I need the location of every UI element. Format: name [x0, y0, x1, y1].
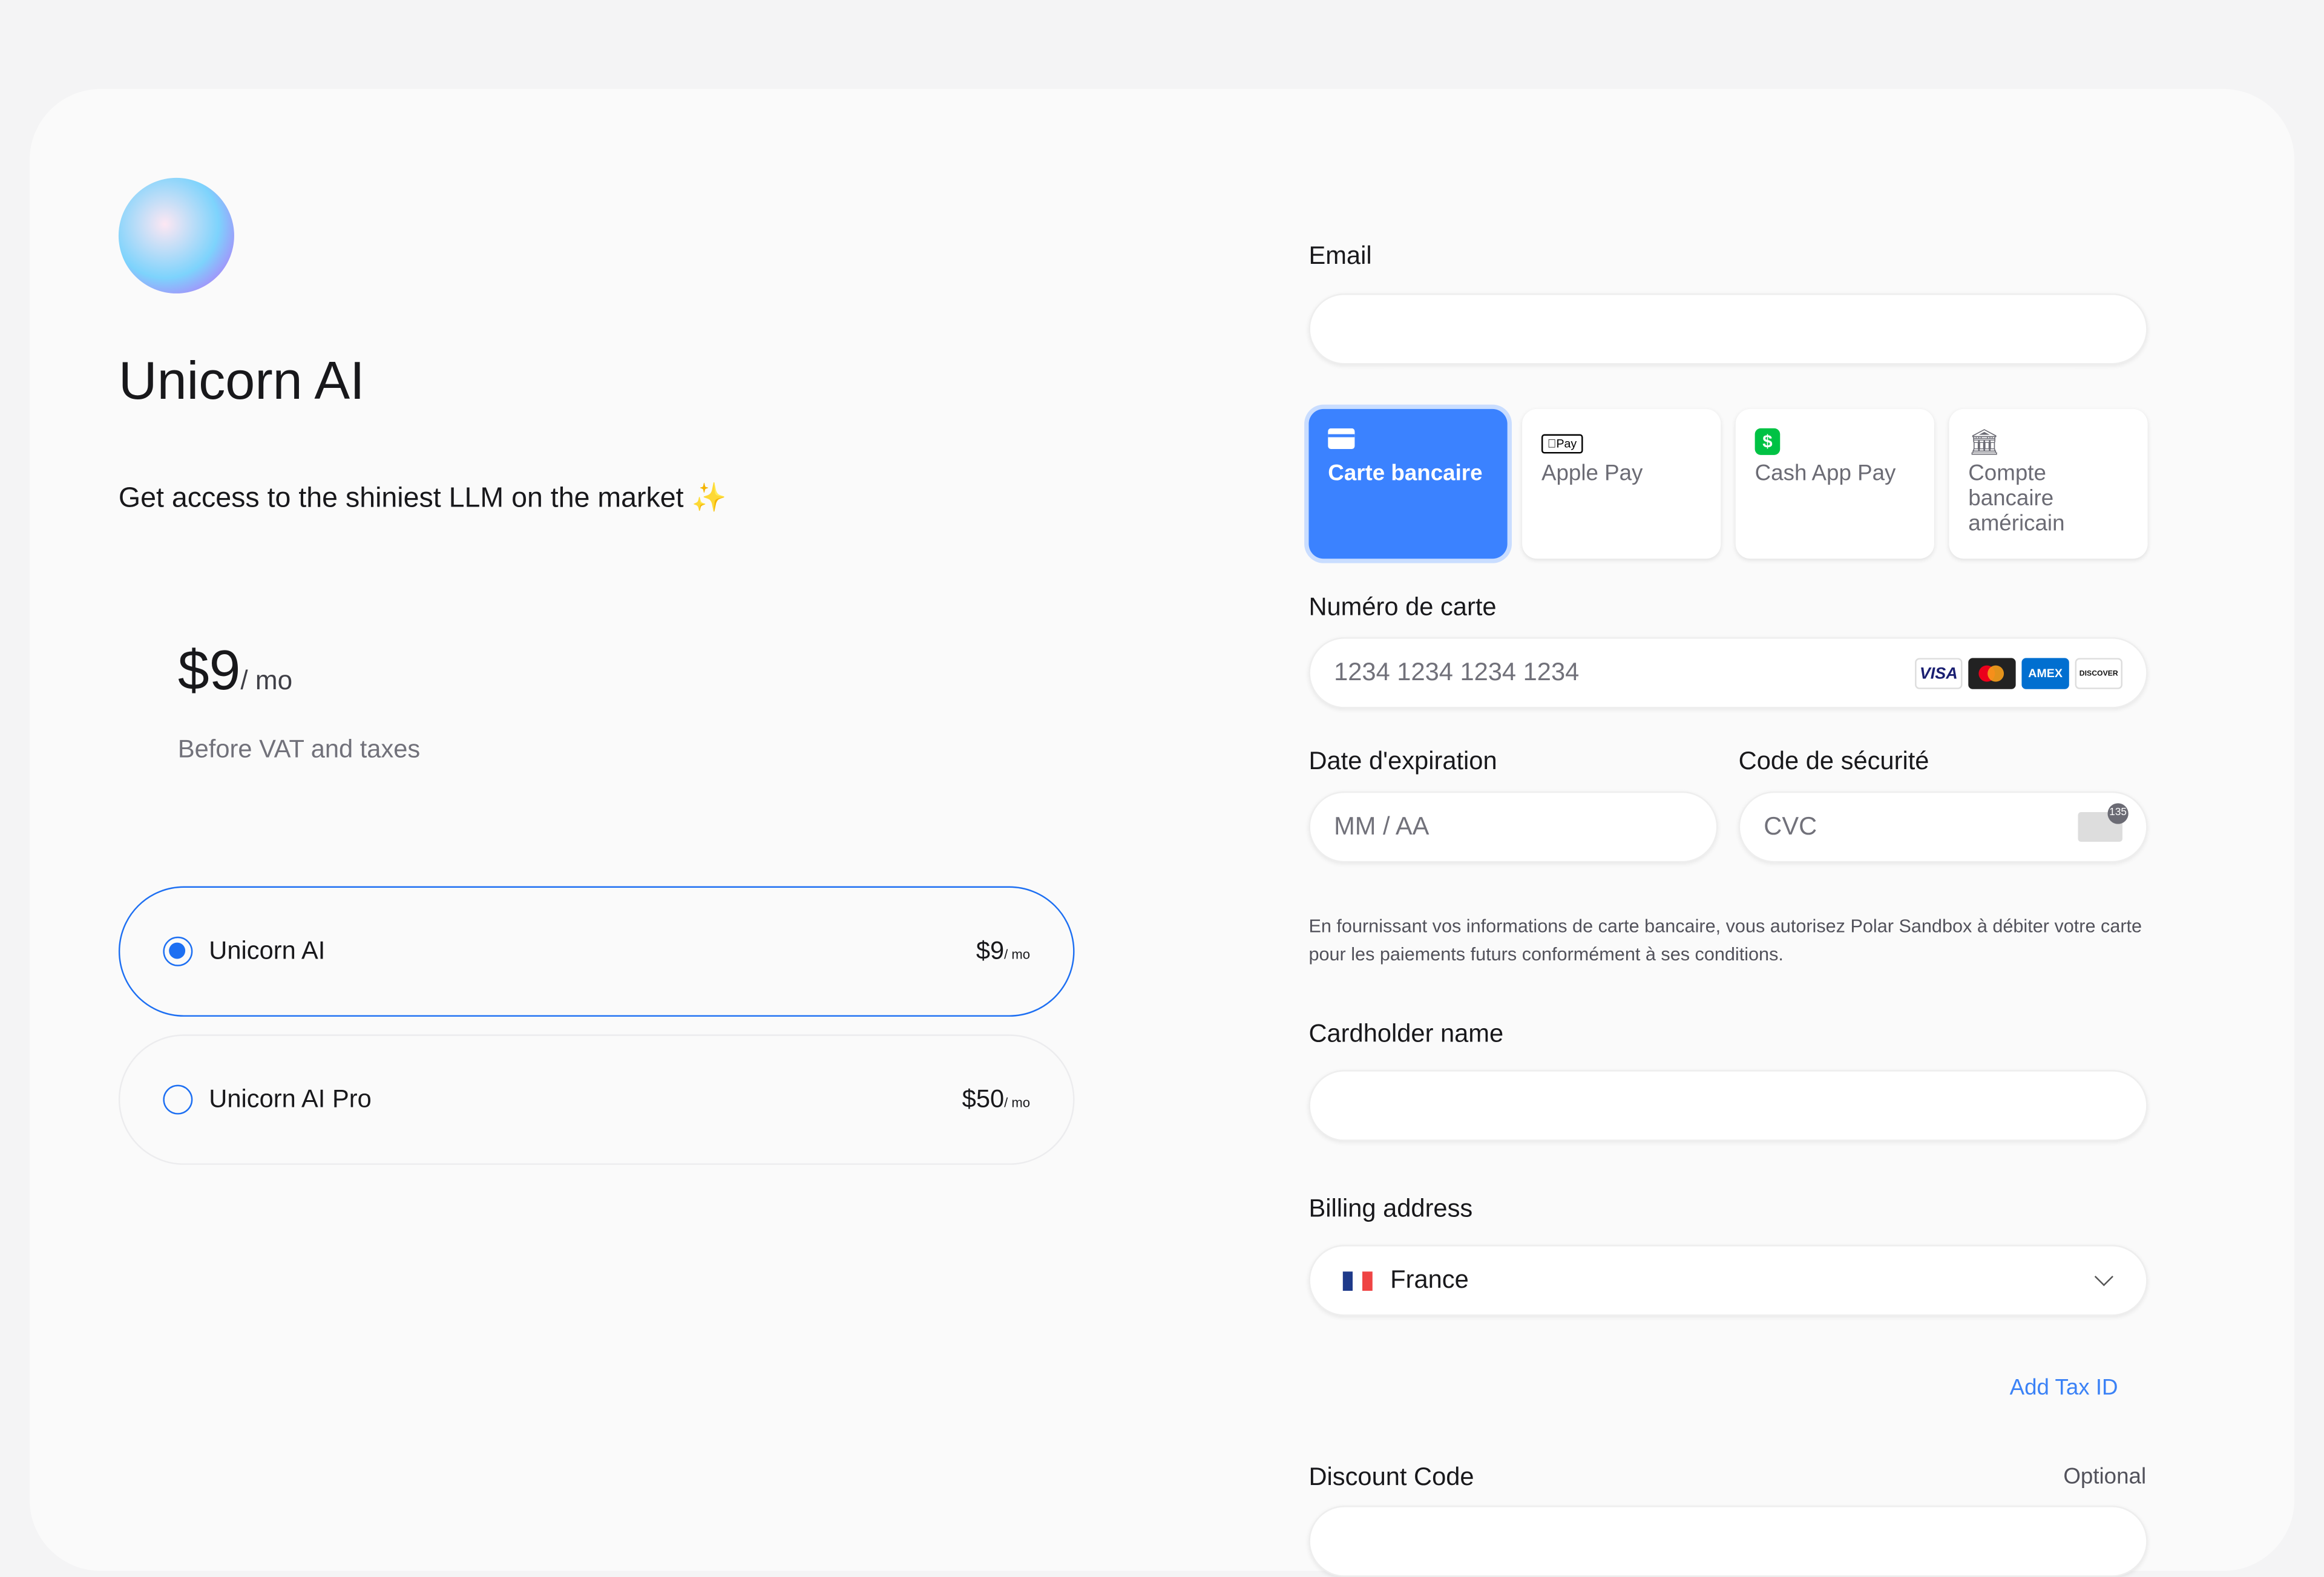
product-avatar: [118, 177, 234, 293]
discount-input[interactable]: [1308, 1506, 2148, 1577]
country-select[interactable]: France: [1308, 1245, 2148, 1316]
card-number-input[interactable]: 1234 1234 1234 1234 VISA AMEX DISCOVER: [1308, 637, 2148, 709]
discount-optional: Optional: [2063, 1464, 2147, 1490]
apple-pay-icon: Pay: [1541, 428, 1701, 458]
visa-icon: VISA: [1915, 657, 1963, 689]
billing-label: Billing address: [1308, 1194, 1473, 1223]
method-bank-account[interactable]: 🏛 Compte bancaire américain: [1949, 408, 2148, 559]
expiry-input[interactable]: MM / AA: [1308, 791, 1718, 863]
card-number-label: Numéro de carte: [1308, 592, 1497, 621]
price-period: / mo: [240, 665, 293, 695]
legal-text: En fournissant vos informations de carte…: [1308, 916, 2142, 965]
cvc-label: Code de sécurité: [1738, 747, 1929, 775]
radio-unselected[interactable]: [163, 1084, 193, 1115]
price-amount: $9: [177, 640, 241, 703]
product-option-unicorn-ai[interactable]: Unicorn AI $9/ mo: [118, 886, 1075, 1017]
option-price: $50/ mo: [962, 1085, 1030, 1115]
mastercard-icon: [1968, 657, 2016, 689]
product-price: $9/ mo: [178, 640, 292, 704]
credit-card-icon: [1328, 428, 1488, 458]
card-number-placeholder: 1234 1234 1234 1234: [1334, 658, 1580, 686]
expiry-placeholder: MM / AA: [1334, 812, 1430, 841]
email-input[interactable]: [1308, 293, 2148, 365]
expiry-label: Date d'expiration: [1308, 747, 1497, 775]
method-apple-pay[interactable]: Pay Apple Pay: [1522, 408, 1721, 559]
cardholder-label: Cardholder name: [1308, 1019, 1504, 1048]
option-price-amount: $9: [976, 936, 1005, 965]
amex-icon: AMEX: [2021, 657, 2069, 689]
method-card[interactable]: Carte bancaire: [1308, 408, 1508, 559]
product-title: Unicorn AI: [118, 349, 365, 411]
country-value: France: [1390, 1265, 1469, 1294]
option-name: Unicorn AI Pro: [209, 1084, 372, 1113]
bank-icon: 🏛: [1968, 428, 2001, 457]
product-description: Get access to the shiniest LLM on the ma…: [118, 483, 727, 514]
option-name: Unicorn AI: [209, 936, 326, 965]
option-price: $9/ mo: [976, 937, 1030, 966]
option-price-period: / mo: [1004, 946, 1031, 962]
cardholder-input[interactable]: [1308, 1070, 2148, 1141]
email-label: Email: [1308, 241, 1372, 270]
option-price-amount: $50: [962, 1084, 1005, 1113]
price-note: Before VAT and taxes: [177, 735, 421, 764]
discover-icon: DISCOVER: [2075, 657, 2122, 689]
option-price-period: / mo: [1004, 1095, 1031, 1110]
method-label: Apple Pay: [1541, 461, 1643, 487]
france-flag-icon: [1342, 1271, 1373, 1290]
product-option-unicorn-ai-pro[interactable]: Unicorn AI Pro $50/ mo: [118, 1034, 1075, 1165]
discount-label: Discount Code: [1308, 1463, 1474, 1491]
radio-selected[interactable]: [163, 936, 193, 966]
method-label: Cash App Pay: [1754, 461, 1896, 487]
method-cash-app[interactable]: $ Cash App Pay: [1735, 408, 1934, 559]
cvc-input[interactable]: CVC 135: [1738, 791, 2148, 863]
method-label: Compte bancaire américain: [1968, 461, 2065, 537]
chevron-down-icon: [2094, 1267, 2113, 1287]
method-label: Carte bancaire: [1328, 461, 1483, 487]
add-tax-id-link[interactable]: Add Tax ID: [2009, 1375, 2118, 1401]
cash-app-icon: $: [1754, 428, 1915, 458]
cvc-placeholder: CVC: [1764, 812, 1817, 841]
cvc-badge: 135: [2107, 803, 2129, 824]
cvc-card-icon: 135: [2078, 803, 2129, 842]
